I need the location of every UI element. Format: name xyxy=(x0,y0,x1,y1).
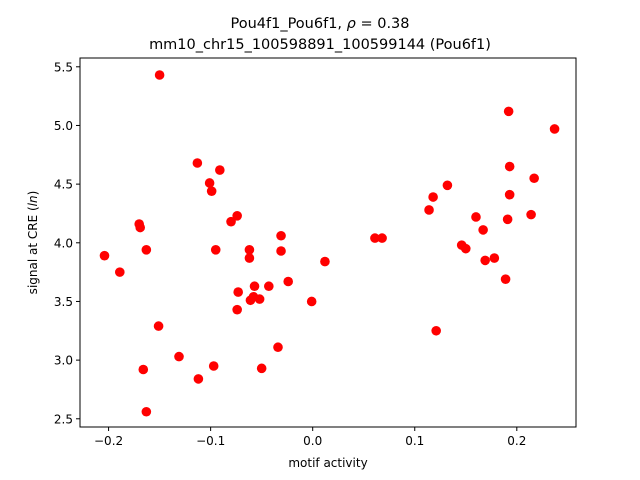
y-tick-label-3: 4.0 xyxy=(54,236,73,250)
data-point-17 xyxy=(226,216,236,227)
y-tick-label-2: 3.5 xyxy=(54,295,73,309)
x-axis-label: motif activity xyxy=(288,456,367,470)
data-point-32 xyxy=(283,276,294,287)
data-point-38 xyxy=(428,192,438,202)
data-point-44 xyxy=(478,225,488,235)
data-point-37 xyxy=(424,205,434,215)
data-point-9 xyxy=(174,351,184,362)
data-point-22 xyxy=(244,253,255,263)
x-tick-label-2: 0.0 xyxy=(303,434,322,448)
data-point-7 xyxy=(153,321,164,331)
data-point-16 xyxy=(215,165,225,175)
data-point-5 xyxy=(141,245,152,255)
data-point-51 xyxy=(504,161,515,172)
data-point-4 xyxy=(138,364,149,375)
data-point-21 xyxy=(244,245,255,255)
chart-title-line1: Pou4f1_Pou6f1, ρ = 0.38 xyxy=(230,16,409,32)
data-point-26 xyxy=(254,294,265,304)
data-point-34 xyxy=(320,256,330,267)
title-prefix: Pou4f1_Pou6f1, xyxy=(230,16,346,32)
data-point-18 xyxy=(232,211,242,221)
y-tick-label-6: 5.5 xyxy=(54,60,73,74)
data-point-8 xyxy=(154,70,165,80)
x-tick-label-3: 0.1 xyxy=(405,434,424,448)
data-point-27 xyxy=(256,363,267,374)
data-point-40 xyxy=(442,180,453,191)
data-point-14 xyxy=(208,361,219,371)
y-tick-label-5: 5.0 xyxy=(54,119,73,133)
x-tick-label-0: −0.2 xyxy=(94,434,123,448)
data-point-47 xyxy=(500,274,511,284)
y-tick-label-1: 3.0 xyxy=(54,354,73,368)
data-point-29 xyxy=(273,342,283,353)
y-tick-label-4: 4.5 xyxy=(54,178,73,192)
data-point-3 xyxy=(135,222,146,233)
y-axis-label: signal at CRE (ln) xyxy=(26,191,40,295)
data-point-30 xyxy=(276,230,286,241)
data-point-48 xyxy=(502,214,513,225)
data-point-53 xyxy=(529,173,539,184)
data-point-33 xyxy=(306,296,317,307)
data-point-39 xyxy=(431,325,441,336)
title-rho-value: = 0.38 xyxy=(356,16,410,32)
data-points xyxy=(99,70,560,417)
data-point-31 xyxy=(276,246,286,256)
x-axis-ticks: −0.2 −0.1 0.0 0.1 0.2 xyxy=(94,427,526,448)
data-point-15 xyxy=(210,245,221,255)
y-axis-label-prefix: signal at CRE ( xyxy=(26,206,40,294)
data-point-49 xyxy=(503,106,514,117)
data-point-46 xyxy=(489,253,500,263)
data-point-35 xyxy=(370,233,380,243)
data-point-25 xyxy=(249,281,260,292)
x-tick-label-1: −0.1 xyxy=(196,434,225,448)
x-tick-label-4: 0.2 xyxy=(507,434,526,448)
title-rho-symbol: ρ xyxy=(347,16,357,32)
data-point-19 xyxy=(232,304,242,315)
data-point-20 xyxy=(233,287,243,297)
data-point-1 xyxy=(115,267,125,277)
data-point-11 xyxy=(193,374,204,384)
plot-area: −0.2 −0.1 0.0 0.1 0.2 2.5 3.0 3.5 4.0 4.5 5.0 5.5 xyxy=(54,57,577,448)
data-point-54 xyxy=(549,124,560,134)
data-point-0 xyxy=(99,250,110,261)
y-axis-ticks: 2.5 3.0 3.5 4.0 4.5 5.0 5.5 xyxy=(54,60,80,426)
data-point-42 xyxy=(460,243,471,254)
data-point-6 xyxy=(141,406,152,417)
data-point-43 xyxy=(471,212,481,222)
y-axis-label-italic: ln xyxy=(26,195,40,206)
data-point-12 xyxy=(204,178,215,188)
y-tick-label-0: 2.5 xyxy=(54,412,73,426)
data-point-36 xyxy=(377,233,387,243)
data-point-52 xyxy=(526,209,536,220)
data-point-50 xyxy=(504,189,515,200)
data-point-45 xyxy=(480,255,490,266)
y-axis-label-suffix: ) xyxy=(26,191,40,196)
data-point-28 xyxy=(264,281,274,292)
chart-title-line2: mm10_chr15_100598891_100599144 (Pou6f1) xyxy=(149,37,491,53)
data-point-10 xyxy=(192,158,203,168)
data-point-13 xyxy=(206,186,217,196)
